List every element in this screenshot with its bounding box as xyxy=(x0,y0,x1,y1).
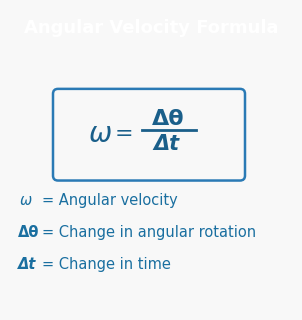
Text: Δt: Δt xyxy=(153,134,179,154)
Text: =: = xyxy=(115,124,133,144)
Text: Δθ: Δθ xyxy=(152,109,184,129)
Text: = Change in angular rotation: = Change in angular rotation xyxy=(42,225,256,240)
Text: ω: ω xyxy=(88,120,112,148)
Text: ω: ω xyxy=(20,193,32,208)
FancyBboxPatch shape xyxy=(53,89,245,180)
Text: = Angular velocity: = Angular velocity xyxy=(42,193,178,208)
Text: Δt: Δt xyxy=(18,257,36,272)
Text: = Change in time: = Change in time xyxy=(42,257,171,272)
Text: Angular Velocity Formula: Angular Velocity Formula xyxy=(24,19,278,37)
Text: Δθ: Δθ xyxy=(18,225,39,240)
